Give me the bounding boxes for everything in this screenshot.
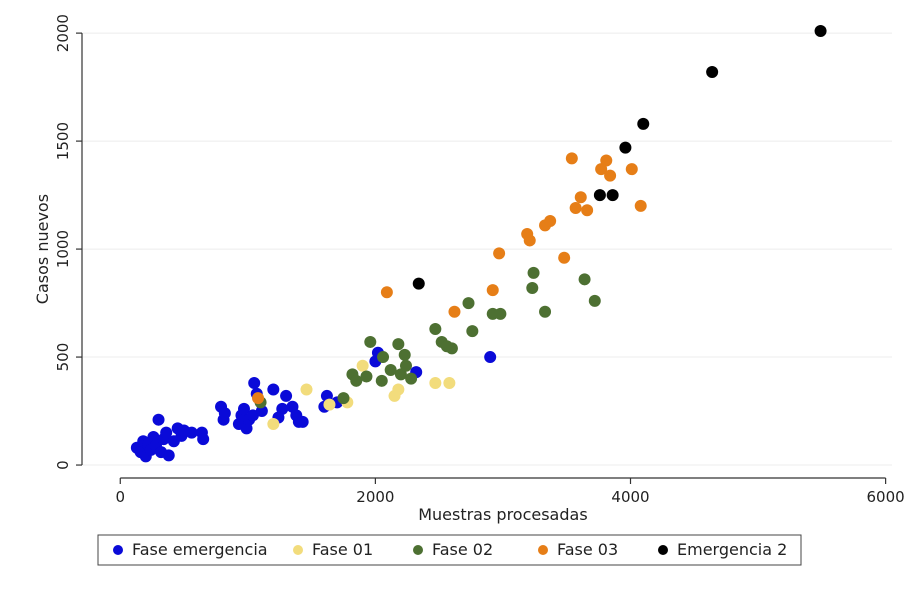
point-series-2-21 [494,307,507,320]
point-series-1-1 [300,383,313,396]
y-axis-title: Casos nuevos [33,194,52,304]
y-tick-label-0: 0 [54,460,72,470]
point-series-0-25 [238,402,250,415]
legend-label-1: Fase 01 [312,540,373,559]
point-series-0-28 [246,409,259,422]
point-series-3-11 [569,202,582,215]
point-series-2-12 [400,359,412,372]
point-series-1-4 [356,359,369,372]
point-series-2-24 [539,305,552,318]
point-series-0-29 [248,376,261,389]
point-series-2-11 [398,348,411,361]
point-series-3-6 [523,234,536,247]
point-series-3-10 [565,152,578,165]
point-series-0-8 [152,413,165,426]
x-axis-title: Muestras procesadas [418,505,587,524]
point-series-3-3 [486,284,499,297]
point-series-2-1 [337,392,350,405]
point-series-2-5 [364,335,377,348]
y-tick-label-4: 2000 [54,14,72,52]
point-series-0-19 [197,433,210,446]
y-tick-label-2: 1000 [54,230,72,268]
point-series-3-18 [634,199,647,212]
point-series-3-17 [625,163,638,176]
point-series-2-17 [445,342,458,355]
point-series-3-13 [581,204,594,217]
legend-label-4: Emergencia 2 [677,540,787,559]
point-series-4-3 [619,141,632,154]
point-series-0-17 [185,426,198,439]
point-series-0-12 [162,449,175,462]
point-series-4-1 [593,189,606,202]
point-series-1-8 [443,376,456,389]
point-series-2-3 [350,374,363,387]
x-tick-label-1: 2000 [356,488,394,506]
point-series-2-18 [462,297,475,310]
legend-marker-0 [113,545,123,555]
point-series-2-7 [377,351,390,364]
legend-label-2: Fase 02 [432,540,493,559]
point-series-2-14 [429,322,442,335]
point-series-2-9 [392,338,405,351]
legend-marker-1 [293,545,303,555]
point-series-0-22 [218,407,231,420]
point-series-0-11 [160,426,173,439]
point-series-0-34 [276,402,289,415]
legend-marker-3 [538,545,548,555]
point-series-0-32 [267,383,280,396]
point-series-2-25 [578,273,591,286]
x-tick-label-2: 4000 [611,488,649,506]
legend-label-3: Fase 03 [557,540,618,559]
point-series-3-12 [574,191,587,204]
point-series-0-39 [296,415,309,428]
point-series-1-7 [429,376,442,389]
x-axis-ticks: 0 2000 4000 6000 [115,478,905,506]
point-series-2-22 [526,281,539,294]
point-series-1-6 [392,383,405,396]
legend: Fase emergencia Fase 01 Fase 02 Fase 03 Emer… [97,534,802,566]
point-series-3-15 [600,154,613,167]
legend-label-0: Fase emergencia [132,540,268,559]
y-tick-label-3: 1500 [54,122,72,160]
point-series-3-2 [448,305,461,318]
point-series-4-5 [706,65,719,78]
legend-marker-2 [413,545,423,555]
point-series-3-1 [380,286,393,299]
point-series-3-9 [558,251,571,264]
point-series-2-23 [527,266,540,279]
point-series-3-0 [252,392,265,405]
point-series-4-4 [637,117,650,130]
point-series-3-4 [493,247,506,260]
y-tick-label-1: 500 [54,343,72,372]
point-series-4-2 [606,189,619,202]
point-series-0-35 [280,389,293,402]
point-series-3-8 [544,215,557,228]
point-series-3-14 [595,163,608,176]
point-series-2-26 [588,294,601,307]
point-series-1-2 [323,398,336,411]
x-tick-label-0: 0 [115,488,125,506]
point-series-1-0 [267,418,280,431]
point-series-2-19 [466,325,479,338]
point-series-4-0 [412,277,425,290]
x-tick-label-3: 6000 [867,488,905,506]
data-points [130,24,827,463]
point-series-2-6 [375,374,388,387]
legend-box [97,534,802,566]
point-series-2-13 [405,372,418,385]
point-series-2-4 [360,370,373,383]
point-series-4-6 [814,24,827,37]
legend-marker-4 [658,545,668,555]
point-series-3-16 [604,169,617,182]
point-series-2-10 [394,368,407,381]
y-axis-ticks: 0 500 1000 1500 2000 [54,14,82,470]
point-series-2-8 [384,364,397,377]
point-series-0-46 [484,351,497,364]
